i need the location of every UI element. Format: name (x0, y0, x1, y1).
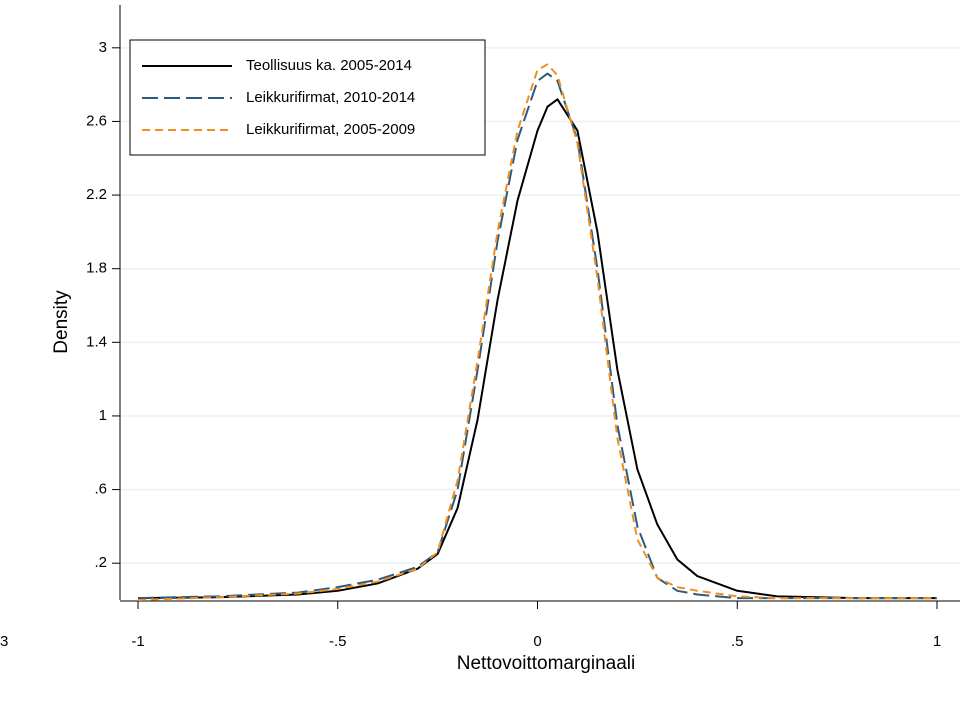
y-tick-label: 1.4 (86, 333, 107, 350)
y-tick-label: .6 (94, 481, 107, 498)
density-line (137, 98, 937, 600)
y-tick-label: 3 (99, 39, 107, 56)
y-tick-label: 1 (99, 407, 107, 424)
x-tick-label: -.5 (329, 633, 347, 650)
x-axis-title: Nettovoittomarginaali (457, 653, 635, 674)
y-tick-label: 2.2 (86, 186, 107, 203)
y-tick-label: 2.6 (86, 112, 107, 129)
x-tick-label: 0 (533, 633, 541, 650)
legend-label: Teollisuus ka. 2005-2014 (246, 57, 412, 74)
y-tick-label: 1.8 (86, 260, 107, 277)
density-line (137, 72, 937, 600)
x-tick-label: -1 (131, 633, 144, 650)
x-tick-label: 1 (933, 633, 941, 650)
annotation: 3 (0, 633, 8, 650)
legend-label: Leikkurifirmat, 2005-2009 (246, 121, 415, 138)
y-axis-title: Density (51, 290, 72, 354)
density-line (137, 63, 937, 601)
legend-label: Leikkurifirmat, 2010-2014 (246, 89, 415, 106)
x-tick-label: .5 (731, 633, 744, 650)
y-tick-label: .2 (94, 554, 107, 571)
